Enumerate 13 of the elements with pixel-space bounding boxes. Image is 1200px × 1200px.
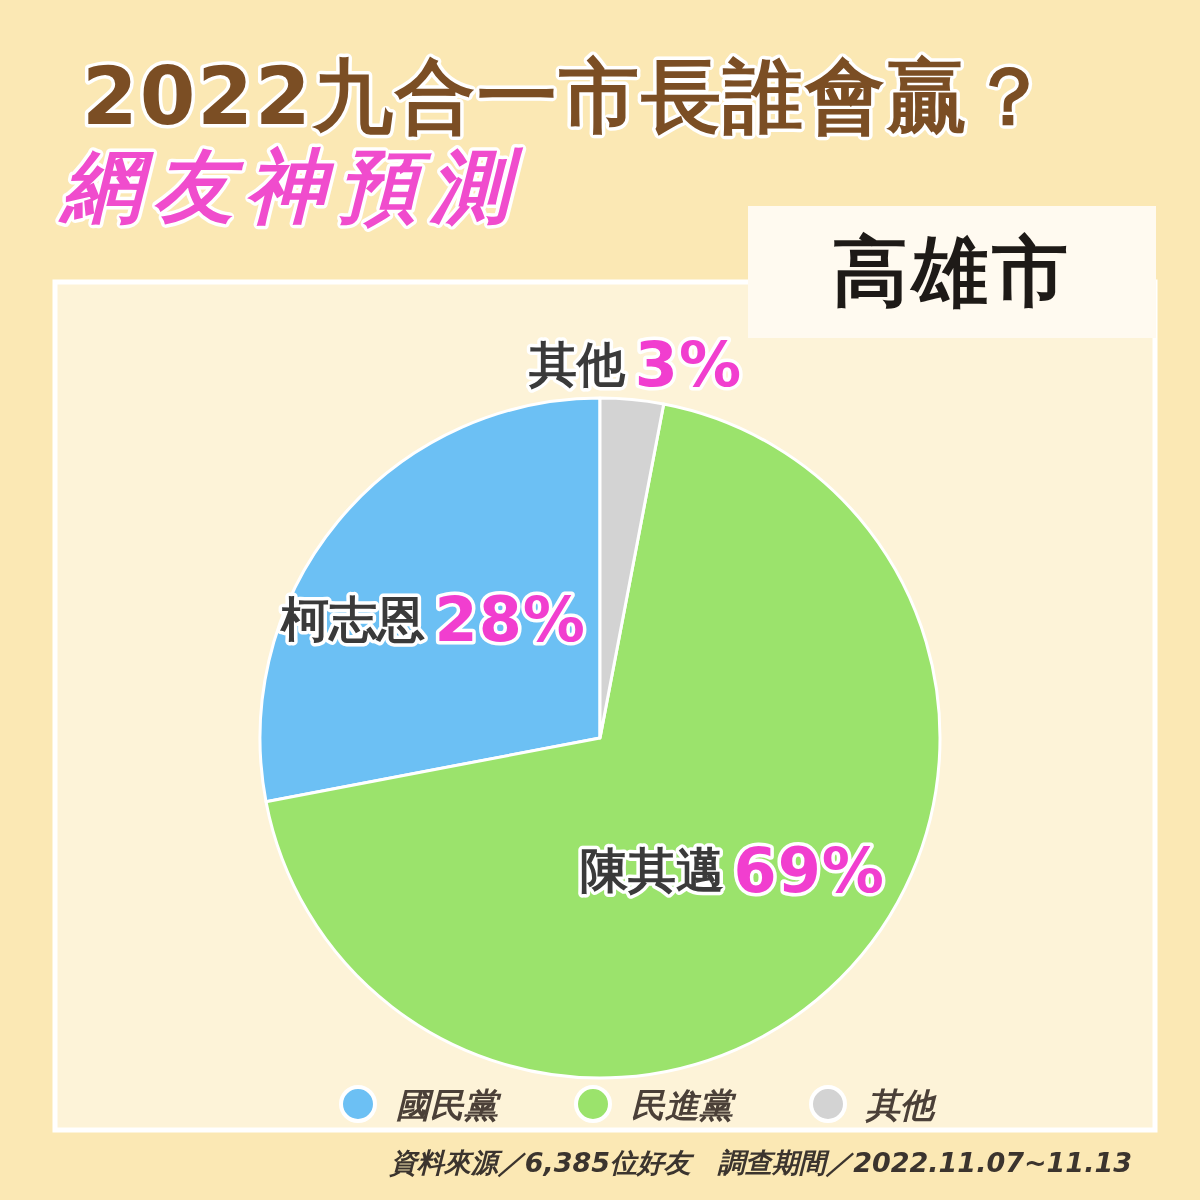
text: 陳其邁 (579, 842, 724, 899)
chart-title: 2022九合一市長誰會贏？ (82, 50, 1051, 143)
legend-label: 其他 (865, 1085, 937, 1125)
data-label: 3% (634, 327, 743, 401)
chart-subtitle: 網友神預測 (58, 140, 524, 233)
data-label: 69% (733, 834, 885, 908)
source-note: 資料來源／6,385位好友 調查期間／2022.11.07~11.13 (388, 1147, 1132, 1178)
text: 柯志恩 (280, 590, 425, 647)
slice-label: 其他 (527, 335, 626, 392)
legend-label: 國民黨 (396, 1085, 502, 1125)
legend-label: 民進黨 (631, 1085, 737, 1125)
text: 高雄市 (832, 227, 1072, 316)
data-label: 28% (434, 582, 586, 656)
